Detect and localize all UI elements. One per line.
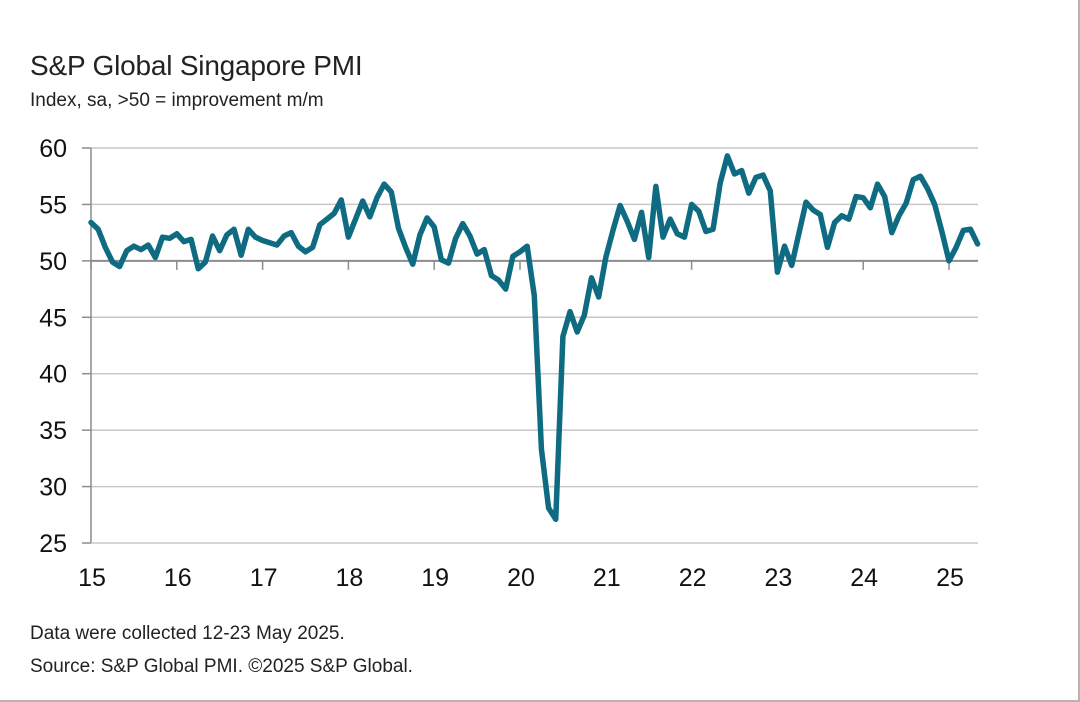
x-axis-ticks: 15 16 17 18 19 20 21 22 23 24 25 bbox=[78, 260, 964, 592]
y-tick-label: 25 bbox=[39, 530, 67, 558]
chart-subtitle: Index, sa, >50 = improvement m/m bbox=[30, 90, 324, 111]
series-group bbox=[88, 153, 981, 523]
series-line-singapore-pmi bbox=[88, 153, 981, 523]
y-tick-label: 60 bbox=[39, 135, 67, 163]
axes bbox=[90, 148, 978, 544]
y-tick-label: 45 bbox=[39, 304, 67, 332]
y-tick-label: 50 bbox=[39, 248, 67, 276]
x-tick-label: 18 bbox=[335, 564, 363, 592]
source-note: Source: S&P Global PMI. ©2025 S&P Global… bbox=[30, 656, 413, 677]
x-tick-label: 23 bbox=[764, 564, 792, 592]
x-tick-label: 24 bbox=[850, 564, 878, 592]
chart-title: S&P Global Singapore PMI bbox=[30, 50, 363, 81]
x-tick-label: 22 bbox=[679, 564, 707, 592]
y-tick-label: 55 bbox=[39, 191, 67, 219]
x-tick-label: 17 bbox=[250, 564, 278, 592]
x-tick-label: 21 bbox=[593, 564, 621, 592]
y-tick-label: 40 bbox=[39, 361, 67, 389]
data-collection-note: Data were collected 12-23 May 2025. bbox=[30, 623, 345, 644]
x-tick-label: 16 bbox=[164, 564, 192, 592]
y-tick-label: 35 bbox=[39, 417, 67, 445]
y-axis-ticks: 25 30 35 40 45 50 55 60 bbox=[39, 135, 91, 558]
y-tick-label: 30 bbox=[39, 474, 67, 502]
x-tick-label: 25 bbox=[936, 564, 964, 592]
x-tick-label: 20 bbox=[507, 564, 535, 592]
x-tick-label: 15 bbox=[78, 564, 106, 592]
x-tick-label: 19 bbox=[421, 564, 449, 592]
